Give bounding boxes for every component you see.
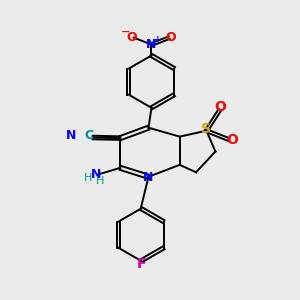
Text: N: N (90, 168, 101, 181)
Text: O: O (214, 100, 226, 115)
Text: −: − (121, 27, 130, 37)
Text: O: O (166, 31, 176, 44)
Text: H: H (84, 172, 93, 183)
Text: N: N (143, 171, 154, 184)
Text: H: H (96, 176, 105, 186)
Text: +: + (154, 35, 162, 44)
Text: O: O (127, 31, 137, 44)
Text: S: S (201, 122, 211, 136)
Text: N: N (146, 38, 157, 51)
Text: O: O (226, 133, 238, 147)
Text: F: F (136, 257, 146, 271)
Text: C: C (85, 129, 94, 142)
Text: N: N (66, 129, 76, 142)
